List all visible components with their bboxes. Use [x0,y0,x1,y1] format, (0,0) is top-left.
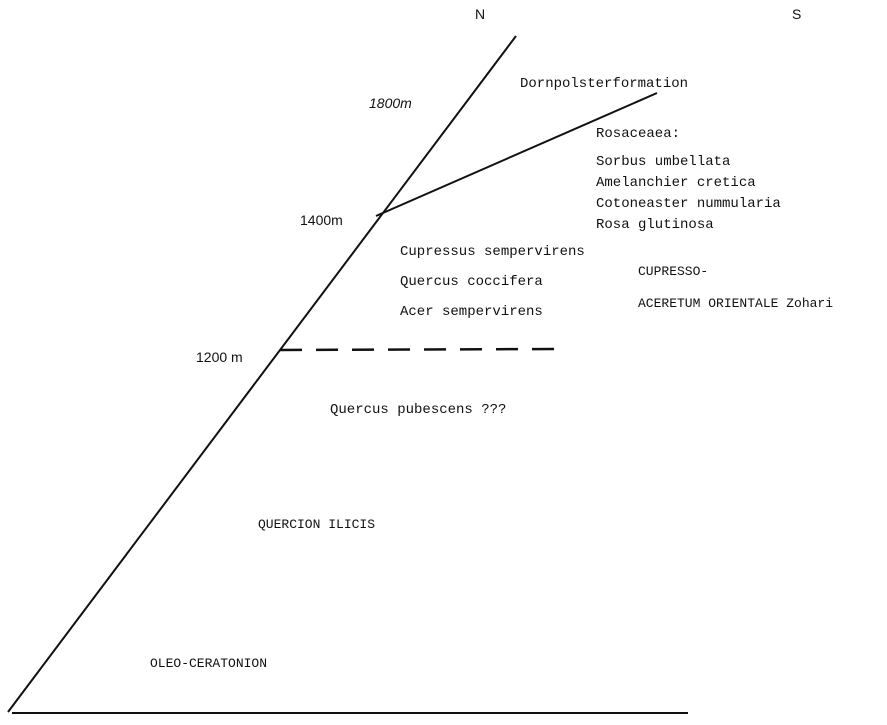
oleo-ceratonion-label: OLEO-CERATONION [150,656,267,671]
association-label-line2: ACERETUM ORIENTALE Zohari [638,296,833,311]
upper-species-2: Amelanchier cretica [596,175,756,191]
slope-line [7,35,517,713]
upper-species-4: Rosa glutinosa [596,217,714,233]
association-label-line1: CUPRESSO- [638,264,708,279]
boundary-1200m-dashed-line [279,347,561,352]
rosaceae-label: Rosaceaea: [596,126,680,142]
altitude-1800m-label: 1800m [369,95,412,111]
quercion-ilicis-label: QUERCION ILICIS [258,517,375,532]
altitude-1400m-label: 1400m [300,212,343,228]
south-label: S [792,6,801,22]
north-label: N [475,6,485,22]
middle-species-3: Acer sempervirens [400,304,543,320]
middle-species-1: Cupressus sempervirens [400,244,585,260]
altitude-1200m-label: 1200 m [196,349,243,365]
quercus-pubescens-label: Quercus pubescens ??? [330,402,506,418]
upper-species-1: Sorbus umbellata [596,154,730,170]
upper-boundary-line [375,92,658,217]
upper-species-3: Cotoneaster nummularia [596,196,781,212]
dornpolsterformation-label: Dornpolsterformation [520,76,688,92]
middle-species-2: Quercus coccifera [400,274,543,290]
